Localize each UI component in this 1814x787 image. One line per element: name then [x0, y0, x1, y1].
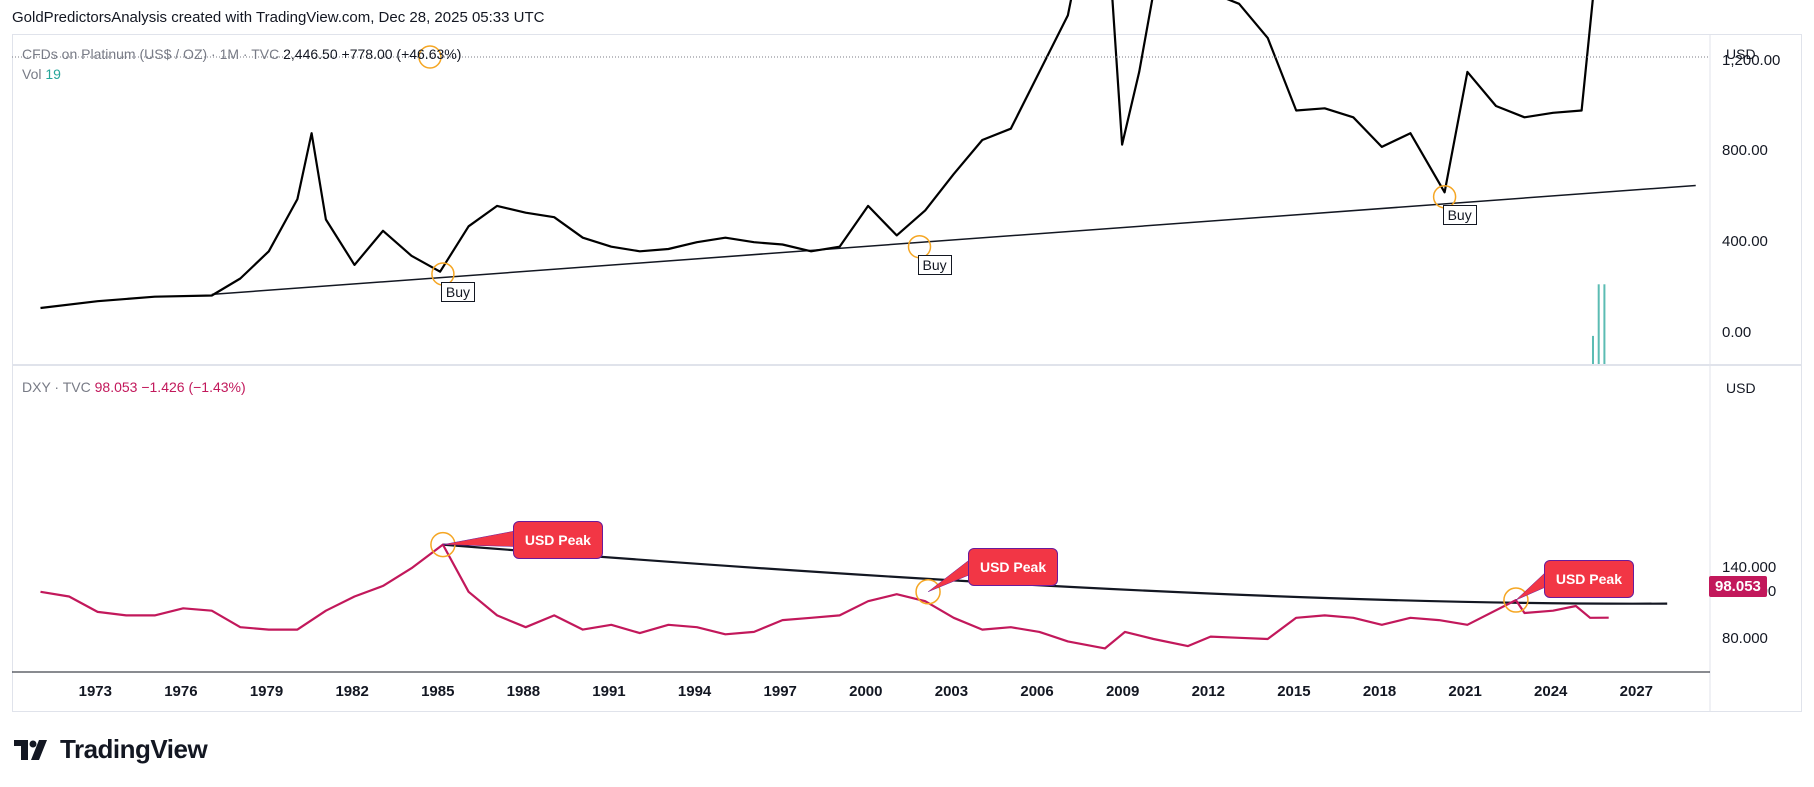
time-axis-tick-label: 1994: [677, 683, 712, 700]
volume-bar: [1591, 335, 1594, 366]
dxy-price: 98.053: [94, 379, 138, 395]
platinum-y-tick-label: 800.00: [1722, 142, 1768, 160]
chart-header: GoldPredictorsAnalysis created with Trad…: [12, 9, 545, 26]
time-axis-tick-label: 1991: [592, 683, 626, 700]
usd-decline-trendline: [442, 543, 1668, 605]
platinum-legend: CFDs on Platinum (US$ / OZ) · 1M · TVC 2…: [22, 46, 461, 62]
time-axis-tick-label: 1973: [78, 683, 112, 700]
platinum-support-trendline: [211, 184, 1696, 296]
time-axis-tick-label: 2021: [1448, 683, 1482, 700]
volume-legend: Vol 19: [22, 66, 61, 82]
platinum-price: 2,446.50: [283, 46, 338, 62]
platinum-y-tick-label: 0.00: [1722, 324, 1752, 341]
time-axis-tick-label: 2003: [934, 683, 969, 700]
time-axis-tick-label: 2006: [1020, 683, 1054, 700]
usd-peak-label: USD Peak: [1543, 560, 1634, 599]
time-axis-tick-label: 1976: [164, 683, 198, 700]
tradingview-logo-text: TradingView: [60, 734, 208, 764]
dxy-last-price-tag: 98.053: [1709, 576, 1767, 597]
time-axis-tick-label: 2012: [1191, 683, 1225, 700]
dxy-change: −1.426 (−1.43%): [141, 379, 246, 395]
time-axis-tick-label: 2000: [849, 683, 883, 700]
tradingview-logo: TradingView: [14, 734, 208, 765]
dxy-currency-label: USD: [1726, 380, 1756, 396]
time-axis-tick-label: 2018: [1362, 683, 1397, 700]
chart-frame: [12, 34, 1802, 712]
buy-label: Buy: [440, 281, 476, 302]
volume-bar: [1597, 284, 1600, 366]
usd-peak-marker-circle: [915, 579, 941, 605]
usd-peak-label: USD Peak: [968, 547, 1059, 586]
usd-peak-callout-pointer: [927, 557, 973, 593]
usd-peak-marker-circle: [1503, 587, 1529, 613]
usd-peak-label: USD Peak: [512, 520, 603, 559]
dxy-y-tick-label: 140.000: [1722, 559, 1777, 577]
platinum-y-tick-label: 400.00: [1722, 233, 1768, 251]
time-axis-tick-label: 1985: [421, 683, 455, 700]
tradingview-logo-icon: [14, 739, 47, 760]
dxy-y-tick-label: 80.000: [1722, 630, 1768, 647]
platinum-symbol: CFDs on Platinum (US$ / OZ) · 1M · TVC: [22, 46, 280, 62]
time-axis-tick-label: 2027: [1619, 683, 1654, 700]
platinum-currency-label: USD: [1726, 46, 1756, 62]
dxy-pane: [40, 530, 1668, 650]
buy-label: Buy: [917, 254, 952, 275]
dxy-legend: DXY · TVC 98.053 −1.426 (−1.43%): [22, 379, 246, 395]
time-axis-tick-label: 1979: [249, 683, 284, 700]
time-axis-tick-label: 1988: [506, 683, 541, 700]
buy-label: Buy: [1442, 204, 1477, 225]
platinum-price-series: [40, 0, 1594, 310]
time-axis-tick-label: 1982: [335, 683, 369, 700]
time-axis-tick-label: 2024: [1534, 683, 1568, 700]
platinum-pane: [40, 0, 1696, 366]
volume-value: 19: [45, 66, 61, 82]
time-axis-tick-label: 1997: [763, 683, 797, 700]
platinum-y-tick-label: 1,200.00: [1722, 51, 1781, 69]
dxy-symbol: DXY · TVC: [22, 379, 91, 395]
volume-bar: [1603, 284, 1606, 366]
dxy-price-series: [40, 543, 1609, 650]
axes-layer: [12, 34, 1802, 712]
time-axis-tick-label: 2009: [1105, 683, 1140, 700]
volume-label: Vol: [22, 66, 42, 82]
time-axis-tick-label: 2015: [1277, 683, 1311, 700]
platinum-change: +778.00 (+46.63%): [341, 46, 462, 62]
